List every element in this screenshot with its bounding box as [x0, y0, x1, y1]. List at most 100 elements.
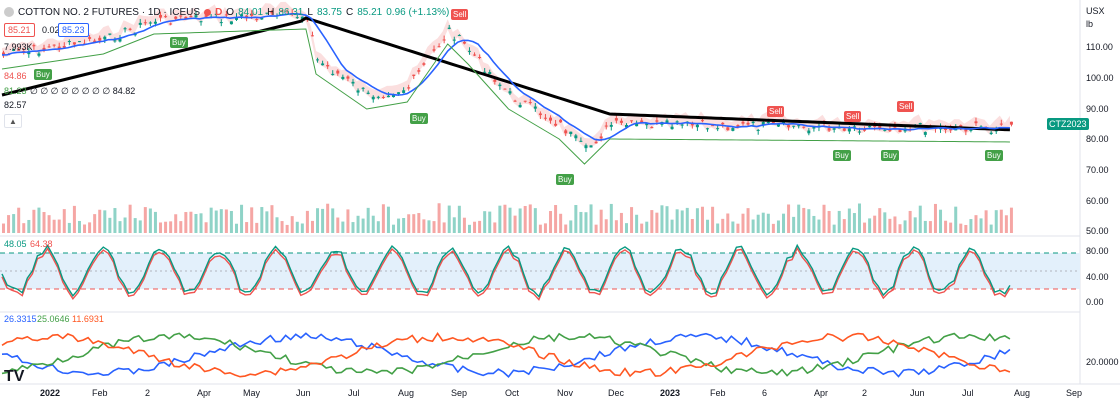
candle	[422, 63, 426, 65]
volume-bar	[807, 209, 811, 233]
time-axis-label: Feb	[92, 388, 108, 398]
candle	[199, 21, 203, 23]
buy-signal: Buy	[833, 150, 851, 161]
candle	[782, 121, 786, 124]
volume-bar	[538, 224, 542, 233]
candle	[624, 124, 628, 128]
volume-bar	[326, 203, 330, 233]
candle	[164, 16, 168, 18]
candle	[493, 79, 497, 82]
volume-bar	[153, 211, 157, 233]
volume-bar	[503, 204, 507, 233]
candle	[467, 50, 471, 52]
volume-bar	[1004, 215, 1008, 233]
candle	[503, 88, 507, 90]
time-axis-label: May	[243, 388, 261, 398]
low-label: L	[307, 6, 313, 18]
volume-bar	[741, 213, 745, 233]
volume-bar	[305, 210, 309, 233]
candle	[32, 45, 36, 47]
candle	[878, 126, 882, 130]
candle	[847, 128, 851, 132]
candle	[67, 41, 71, 43]
volume-bar	[473, 221, 477, 233]
volume-bar	[883, 212, 887, 233]
volume-bar	[594, 224, 598, 233]
buy-signal: Buy	[985, 150, 1003, 161]
volume-bar	[88, 222, 92, 233]
volume-bar	[878, 208, 882, 233]
candle	[250, 13, 254, 16]
open-value: 84.01	[238, 6, 264, 18]
stoch-d-line	[1, 246, 1011, 301]
candle	[417, 70, 421, 72]
volume-bar	[366, 207, 370, 233]
adx-value: 11.6931	[72, 314, 104, 324]
sell-signal: Sell	[451, 9, 469, 20]
high-value: 86.31	[278, 6, 304, 18]
volume-bar	[822, 204, 826, 233]
collapse-legend-icon[interactable]: ▲	[4, 114, 22, 128]
close-label: C	[345, 6, 354, 18]
candle	[88, 37, 92, 39]
volume-bar	[574, 205, 578, 233]
candle	[336, 70, 340, 74]
spread-value: 0.02	[42, 25, 60, 35]
candle	[42, 47, 46, 50]
volume-bar	[17, 207, 21, 233]
candle	[721, 122, 725, 125]
candle	[437, 46, 441, 48]
volume-bar	[199, 213, 203, 233]
volume-bar	[27, 219, 31, 233]
candle	[224, 14, 228, 16]
volume-bar	[766, 213, 770, 233]
volume-bar	[128, 204, 132, 233]
volume-bar	[159, 222, 163, 233]
price-tick: 100.00	[1086, 73, 1114, 83]
symbol-title[interactable]: COTTON NO. 2 FUTURES · 1D · ICEUS	[18, 6, 201, 18]
candle	[204, 15, 208, 17]
volume-bar	[939, 209, 943, 233]
volume-bar	[989, 224, 993, 233]
volume-bar	[543, 223, 547, 233]
volume-bar	[346, 209, 350, 233]
candle	[452, 39, 456, 41]
stoch-tick: 0.00	[1086, 297, 1104, 307]
candle	[412, 74, 416, 76]
candle	[761, 121, 765, 125]
candle	[2, 52, 5, 55]
candle	[787, 125, 791, 128]
volume-bar	[923, 220, 927, 233]
tradingview-logo-icon[interactable]: TV	[4, 368, 25, 385]
candle	[852, 126, 856, 128]
volume-bar	[873, 215, 877, 233]
ask-button[interactable]: 85.23	[58, 23, 89, 37]
volume-bar	[386, 206, 390, 233]
volume-bar	[771, 223, 775, 233]
buy-signal: Buy	[170, 37, 188, 48]
volume-bar	[381, 204, 385, 233]
candle	[214, 13, 218, 16]
stoch-d-value: 64.38	[30, 239, 53, 249]
price-axis-unit[interactable]: USX	[1086, 6, 1105, 16]
candle	[1009, 121, 1013, 125]
time-axis-label: Jul	[348, 388, 360, 398]
low-value: 83.75	[316, 6, 342, 18]
volume-bar	[564, 224, 568, 233]
volume-bar	[12, 214, 16, 233]
buy-signal: Buy	[556, 174, 574, 185]
candle	[229, 21, 233, 25]
volume-bar	[250, 207, 254, 233]
volume-bar	[2, 223, 5, 233]
volume-bar	[148, 208, 152, 233]
candle	[518, 104, 522, 108]
candle	[549, 117, 553, 121]
candle	[918, 123, 922, 125]
candle	[234, 17, 238, 20]
volume-bar	[412, 214, 416, 233]
indicator-value-2: 81.23	[4, 86, 27, 96]
candle	[159, 14, 163, 18]
bid-button[interactable]: 85.21	[4, 23, 35, 37]
candle	[766, 121, 770, 124]
